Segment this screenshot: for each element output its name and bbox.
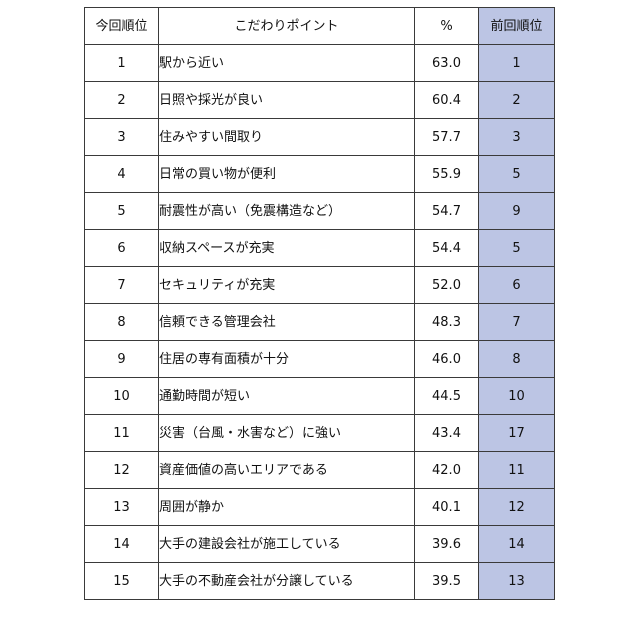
table-row: 10 通勤時間が短い 44.5 10 <box>84 377 555 415</box>
point-cell: 日照や採光が良い <box>158 81 415 119</box>
rank-cell: 5 <box>84 192 159 230</box>
table-row: 5 耐震性が高い（免震構造など） 54.7 9 <box>84 192 555 230</box>
table-row: 15 大手の不動産会社が分譲している 39.5 13 <box>84 562 555 600</box>
rank-cell: 3 <box>84 118 159 156</box>
previous-rank-cell: 2 <box>478 81 555 119</box>
table-row: 6 収納スペースが充実 54.4 5 <box>84 229 555 267</box>
previous-rank-cell: 13 <box>478 562 555 600</box>
rank-cell: 10 <box>84 377 159 415</box>
percent-cell: 46.0 <box>414 340 479 378</box>
percent-cell: 52.0 <box>414 266 479 304</box>
point-cell: 信頼できる管理会社 <box>158 303 415 341</box>
ranking-table: 今回順位 こだわりポイント % 前回順位 1 駅から近い 63.0 1 2 日照や採光が良… <box>84 7 555 600</box>
rank-cell: 4 <box>84 155 159 193</box>
percent-cell: 57.7 <box>414 118 479 156</box>
previous-rank-cell: 14 <box>478 525 555 563</box>
table-row: 4 日常の買い物が便利 55.9 5 <box>84 155 555 193</box>
previous-rank-cell: 12 <box>478 488 555 526</box>
rank-cell: 9 <box>84 340 159 378</box>
percent-cell: 40.1 <box>414 488 479 526</box>
percent-cell: 43.4 <box>414 414 479 452</box>
point-cell: 通勤時間が短い <box>158 377 415 415</box>
point-cell: 耐震性が高い（免震構造など） <box>158 192 415 230</box>
point-cell: 日常の買い物が便利 <box>158 155 415 193</box>
previous-rank-cell: 10 <box>478 377 555 415</box>
previous-rank-cell: 6 <box>478 266 555 304</box>
table-row: 7 セキュリティが充実 52.0 6 <box>84 266 555 304</box>
header-point: こだわりポイント <box>158 7 415 45</box>
rank-cell: 13 <box>84 488 159 526</box>
rank-cell: 7 <box>84 266 159 304</box>
rank-cell: 14 <box>84 525 159 563</box>
table-row: 12 資産価値の高いエリアである 42.0 11 <box>84 451 555 489</box>
header-previous-rank: 前回順位 <box>478 7 555 45</box>
previous-rank-cell: 1 <box>478 44 555 82</box>
point-cell: 周囲が静か <box>158 488 415 526</box>
percent-cell: 60.4 <box>414 81 479 119</box>
previous-rank-cell: 5 <box>478 229 555 267</box>
rank-cell: 8 <box>84 303 159 341</box>
table-row: 8 信頼できる管理会社 48.3 7 <box>84 303 555 341</box>
table-row: 9 住居の専有面積が十分 46.0 8 <box>84 340 555 378</box>
table-row: 11 災害（台風・水害など）に強い 43.4 17 <box>84 414 555 452</box>
percent-cell: 39.5 <box>414 562 479 600</box>
rank-cell: 6 <box>84 229 159 267</box>
previous-rank-cell: 8 <box>478 340 555 378</box>
percent-cell: 48.3 <box>414 303 479 341</box>
percent-cell: 42.0 <box>414 451 479 489</box>
point-cell: 駅から近い <box>158 44 415 82</box>
previous-rank-cell: 11 <box>478 451 555 489</box>
percent-cell: 55.9 <box>414 155 479 193</box>
point-cell: 大手の建設会社が施工している <box>158 525 415 563</box>
rank-cell: 12 <box>84 451 159 489</box>
previous-rank-cell: 3 <box>478 118 555 156</box>
point-cell: 収納スペースが充実 <box>158 229 415 267</box>
previous-rank-cell: 7 <box>478 303 555 341</box>
previous-rank-cell: 9 <box>478 192 555 230</box>
table-row: 13 周囲が静か 40.1 12 <box>84 488 555 526</box>
previous-rank-cell: 17 <box>478 414 555 452</box>
percent-cell: 44.5 <box>414 377 479 415</box>
table-row: 1 駅から近い 63.0 1 <box>84 44 555 82</box>
point-cell: 大手の不動産会社が分譲している <box>158 562 415 600</box>
header-row: 今回順位 こだわりポイント % 前回順位 <box>84 7 555 45</box>
point-cell: セキュリティが充実 <box>158 266 415 304</box>
percent-cell: 39.6 <box>414 525 479 563</box>
header-percent: % <box>414 7 479 45</box>
rank-cell: 2 <box>84 81 159 119</box>
percent-cell: 54.4 <box>414 229 479 267</box>
rank-cell: 1 <box>84 44 159 82</box>
percent-cell: 54.7 <box>414 192 479 230</box>
rank-cell: 11 <box>84 414 159 452</box>
point-cell: 住居の専有面積が十分 <box>158 340 415 378</box>
percent-cell: 63.0 <box>414 44 479 82</box>
point-cell: 災害（台風・水害など）に強い <box>158 414 415 452</box>
table-row: 3 住みやすい間取り 57.7 3 <box>84 118 555 156</box>
table-row: 2 日照や採光が良い 60.4 2 <box>84 81 555 119</box>
header-current-rank: 今回順位 <box>84 7 159 45</box>
table-row: 14 大手の建設会社が施工している 39.6 14 <box>84 525 555 563</box>
table-body: 1 駅から近い 63.0 1 2 日照や採光が良い 60.4 2 3 住みやすい間取り 57.7 3 4… <box>84 44 555 600</box>
previous-rank-cell: 5 <box>478 155 555 193</box>
rank-cell: 15 <box>84 562 159 600</box>
point-cell: 資産価値の高いエリアである <box>158 451 415 489</box>
point-cell: 住みやすい間取り <box>158 118 415 156</box>
